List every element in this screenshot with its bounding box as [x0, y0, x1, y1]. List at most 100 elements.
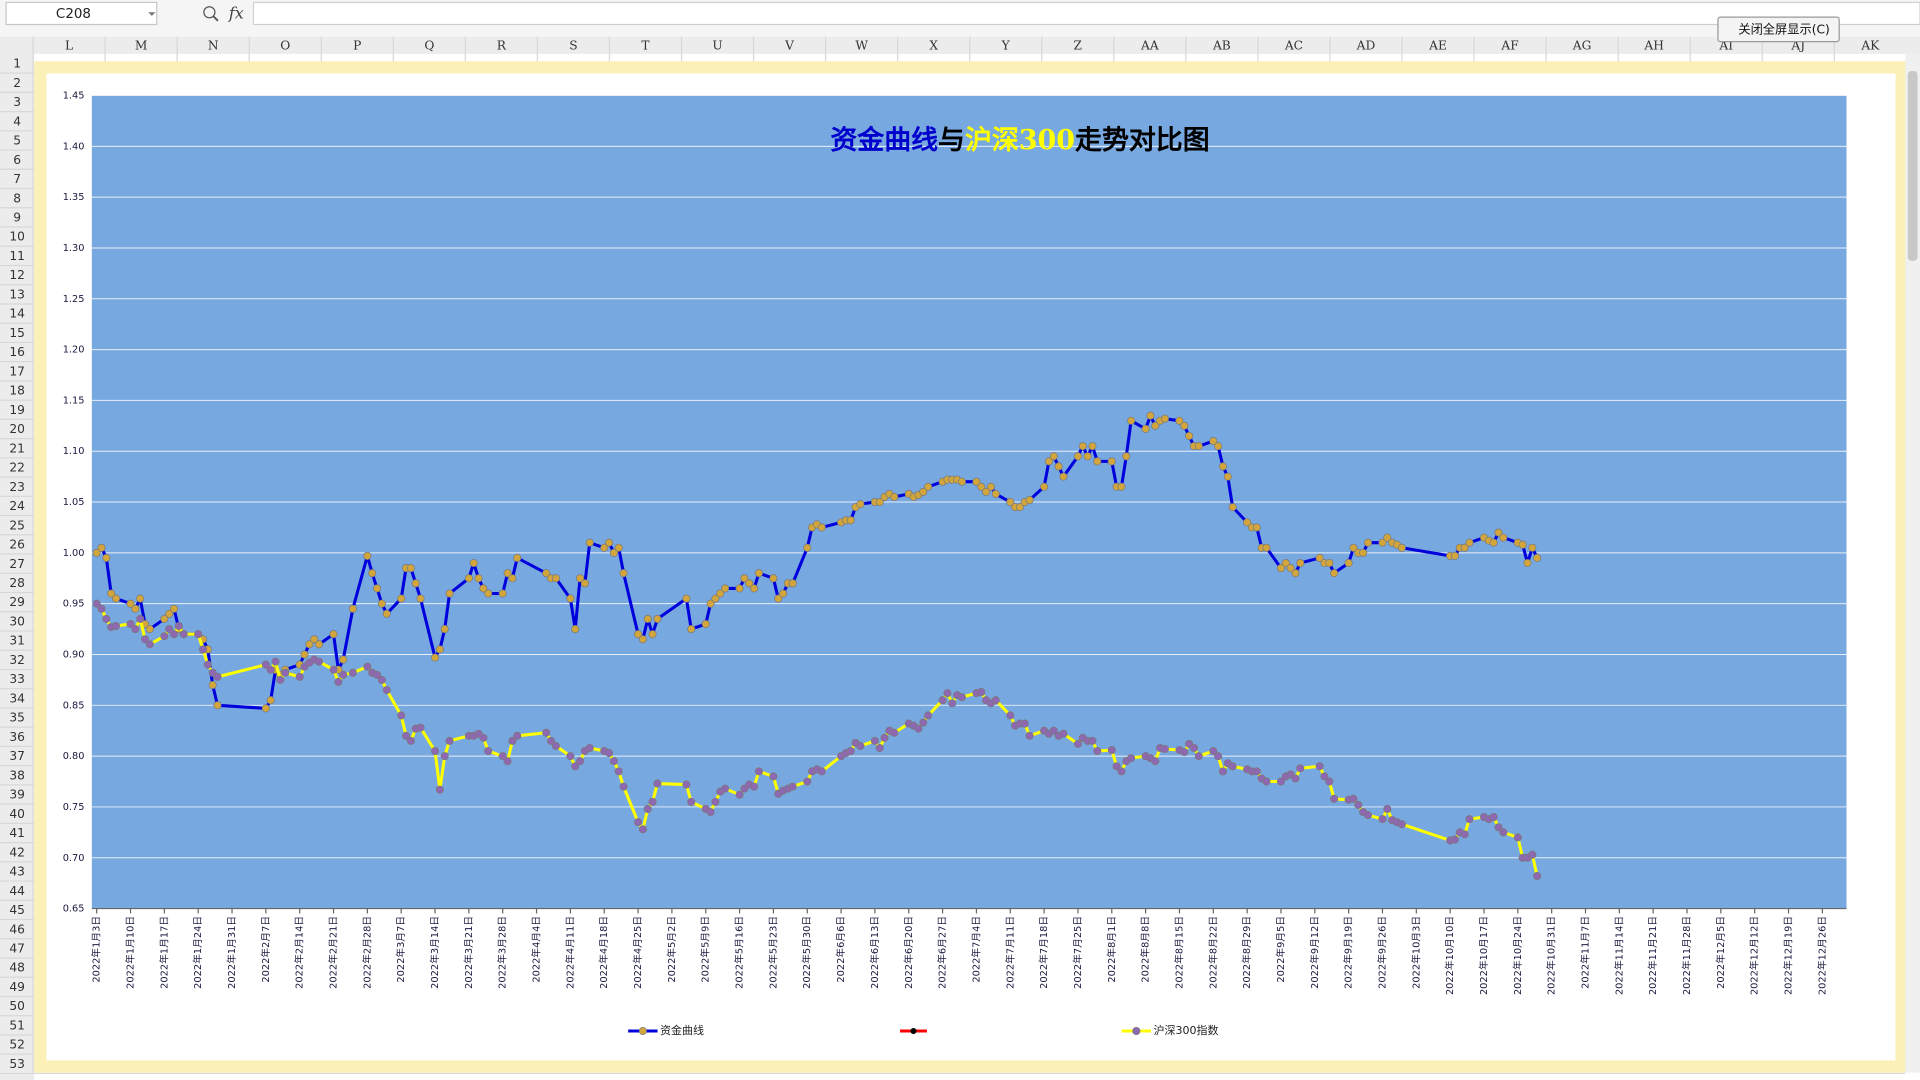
exit-fullscreen-button[interactable]	[1717, 16, 1840, 43]
row-number[interactable]: 30	[9, 614, 25, 628]
row-number[interactable]: 31	[9, 634, 25, 648]
row-number[interactable]: 37	[9, 749, 25, 763]
row-number[interactable]: 47	[9, 941, 25, 955]
fx-label[interactable]: fx	[228, 4, 244, 23]
column-header[interactable]: X	[929, 38, 938, 52]
data-point	[1151, 421, 1160, 430]
row-number[interactable]: 18	[9, 384, 25, 398]
row-number[interactable]: 5	[13, 134, 21, 148]
formula-input[interactable]	[252, 1, 1920, 26]
column-header[interactable]: O	[280, 38, 290, 52]
row-number[interactable]: 38	[9, 768, 25, 782]
row-number[interactable]: 45	[9, 903, 25, 917]
row-number[interactable]: 8	[13, 191, 21, 205]
row-number[interactable]: 4	[13, 114, 21, 128]
row-number[interactable]: 26	[9, 538, 25, 552]
row-number[interactable]: 23	[9, 480, 25, 494]
column-header[interactable]: N	[208, 38, 219, 52]
row-number[interactable]: 46	[9, 922, 25, 936]
row-number[interactable]: 49	[9, 980, 25, 994]
name-box[interactable]	[5, 1, 158, 26]
row-number[interactable]: 50	[9, 999, 25, 1013]
column-header[interactable]: L	[65, 38, 73, 52]
column-header[interactable]: AB	[1212, 38, 1231, 52]
column-header[interactable]: M	[135, 38, 148, 52]
column-header[interactable]: AC	[1284, 38, 1303, 52]
column-header[interactable]: Z	[1074, 38, 1083, 52]
x-tick-label: 2022年10月10日	[1443, 916, 1456, 995]
row-number[interactable]: 27	[9, 557, 25, 571]
row-number[interactable]: 35	[9, 711, 25, 725]
row-number[interactable]: 34	[9, 691, 25, 705]
row-number[interactable]: 1	[13, 57, 21, 71]
row-number[interactable]: 32	[9, 653, 25, 667]
row-number[interactable]: 16	[9, 345, 25, 359]
zoom-icon-handle	[212, 15, 219, 22]
row-number[interactable]: 33	[9, 672, 25, 686]
scrollbar[interactable]	[1905, 53, 1920, 1073]
zoom-icon[interactable]	[203, 6, 216, 19]
row-number[interactable]: 14	[9, 307, 25, 321]
data-point	[1252, 767, 1261, 776]
column-header[interactable]: AD	[1356, 38, 1376, 52]
row-number[interactable]: 40	[9, 807, 25, 821]
row-number[interactable]: 2	[13, 76, 21, 90]
data-point	[706, 807, 715, 817]
row-number[interactable]: 22	[9, 461, 25, 475]
row-number[interactable]: 24	[9, 499, 25, 513]
row-number[interactable]: 15	[9, 326, 25, 340]
row-number[interactable]: 52	[9, 1038, 25, 1052]
row-number[interactable]: 20	[9, 422, 25, 436]
column-header[interactable]: AG	[1572, 38, 1592, 52]
row-number[interactable]: 53	[9, 1057, 25, 1071]
row-number[interactable]: 28	[9, 576, 25, 590]
column-header[interactable]: R	[497, 38, 507, 52]
column-header[interactable]: S	[569, 38, 577, 52]
row-number[interactable]: 21	[9, 441, 25, 455]
row-number[interactable]: 9	[13, 211, 21, 225]
row-number[interactable]: 13	[9, 287, 25, 301]
row-number[interactable]: 29	[9, 595, 25, 609]
row-number[interactable]: 10	[9, 230, 25, 244]
column-header[interactable]: W	[855, 38, 868, 52]
data-point	[648, 630, 657, 639]
x-tick-label: 2022年1月31日	[225, 916, 238, 989]
column-header[interactable]: AH	[1643, 38, 1664, 52]
row-number[interactable]: 41	[9, 826, 25, 840]
row-number[interactable]: 42	[9, 845, 25, 859]
column-header[interactable]: Q	[424, 38, 434, 52]
data-point	[503, 757, 512, 766]
row-number[interactable]: 51	[9, 1018, 25, 1032]
data-point	[711, 594, 720, 603]
data-point	[542, 728, 551, 737]
row-number[interactable]: 19	[9, 403, 25, 417]
data-point	[566, 594, 575, 603]
row-number[interactable]: 12	[9, 268, 25, 282]
scrollbar-thumb[interactable]	[1907, 71, 1918, 261]
row-number[interactable]: 3	[13, 95, 21, 109]
data-point	[740, 574, 749, 583]
column-header[interactable]: AF	[1500, 38, 1518, 52]
row-number[interactable]: 17	[9, 364, 25, 378]
row-number[interactable]: 43	[9, 865, 25, 879]
column-header[interactable]: AE	[1428, 38, 1447, 52]
column-header[interactable]: AA	[1140, 38, 1159, 52]
data-point	[431, 653, 440, 662]
x-tick-label: 2022年8月8日	[1139, 916, 1152, 983]
column-header[interactable]: T	[641, 38, 650, 52]
column-header[interactable]: U	[712, 38, 722, 52]
row-number[interactable]: 7	[13, 172, 21, 186]
row-number[interactable]: 36	[9, 730, 25, 744]
data-point	[300, 650, 309, 659]
row-number[interactable]: 11	[9, 249, 25, 263]
column-header[interactable]: AK	[1860, 38, 1880, 52]
row-number[interactable]: 44	[9, 884, 25, 898]
row-number[interactable]: 48	[9, 961, 25, 975]
column-header[interactable]: Y	[1001, 38, 1011, 52]
row-number[interactable]: 25	[9, 518, 25, 532]
row-number[interactable]: 6	[13, 153, 21, 167]
data-point	[1117, 767, 1126, 776]
column-header[interactable]: V	[784, 38, 795, 52]
row-number[interactable]: 39	[9, 788, 25, 802]
column-header[interactable]: P	[353, 38, 361, 52]
